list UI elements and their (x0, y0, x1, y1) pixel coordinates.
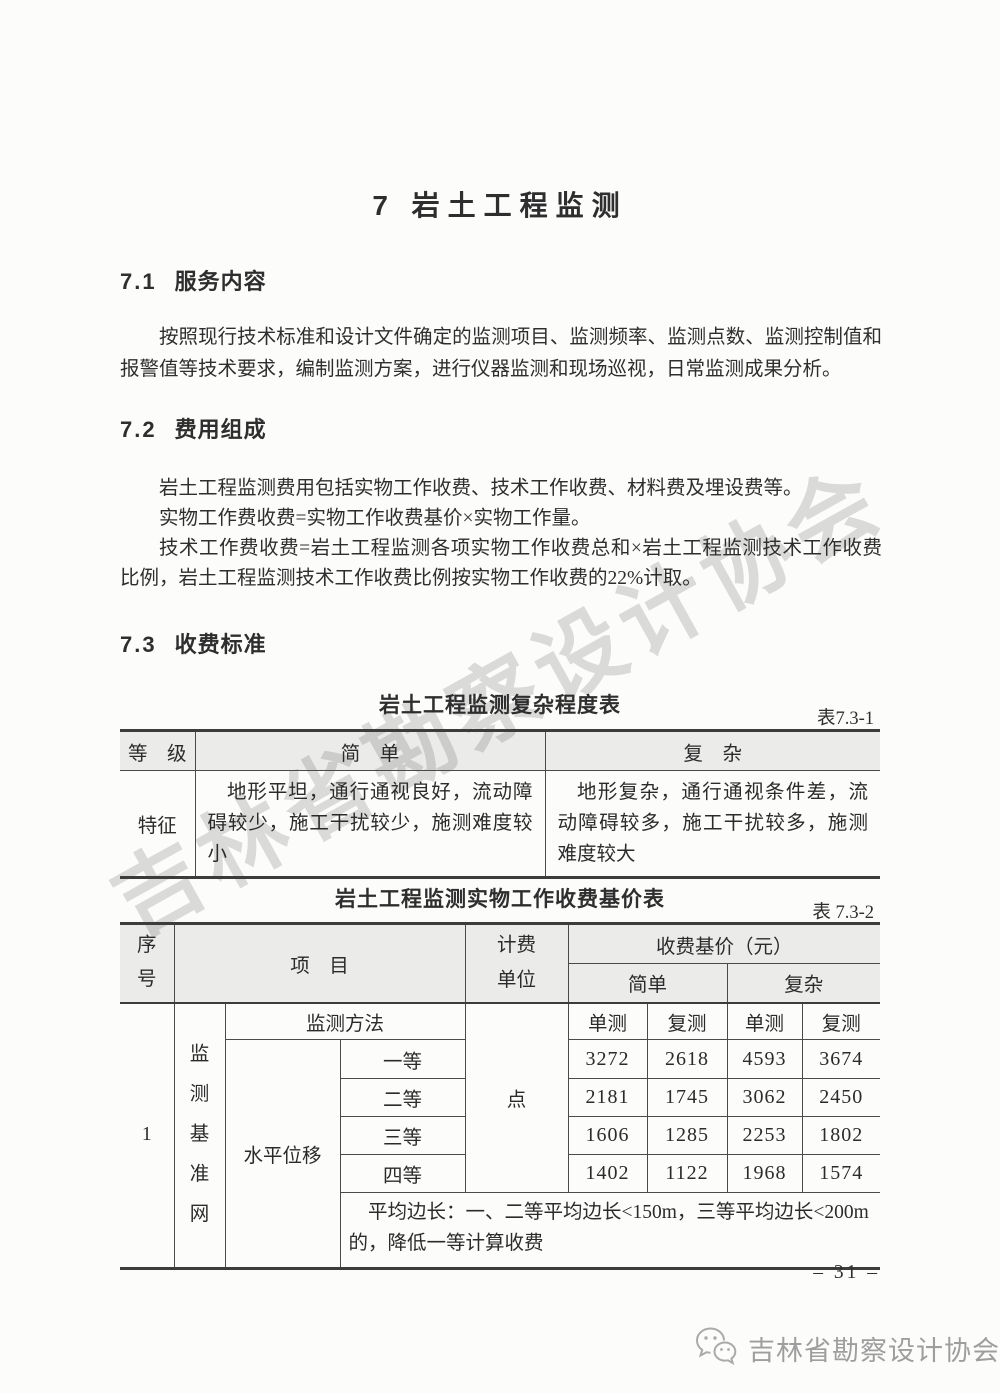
value-cell: 1122 (646, 1154, 728, 1193)
value-cell: 3674 (801, 1039, 881, 1079)
grade-cell: 一等 (339, 1039, 466, 1079)
value-cell: 2181 (567, 1078, 648, 1117)
table-7-3-1-label: 表7.3-1 (816, 709, 874, 729)
value-cell: 1285 (646, 1116, 728, 1155)
value-cell: 1968 (726, 1154, 803, 1193)
method-col-header: 单测 (726, 1002, 803, 1040)
section-number: 7.2 (120, 417, 157, 442)
simple-feature-text: 地形平坦，通行通视良好，流动障碍较少，施工干扰较少，施测难度较小 (207, 782, 533, 865)
section-title: 服务内容 (174, 269, 267, 294)
simple-feature-cell: 地形平坦，通行通视良好，流动障碍较少，施工干扰较少，施测难度较小 (194, 770, 546, 879)
complexity-table: 等 级 简 单 复 杂 特征 地形平坦，通行通视良好，流动障碍较少，施工干扰较少… (120, 729, 880, 879)
value-cell: 2450 (801, 1078, 881, 1117)
method-col-header: 单测 (567, 1002, 648, 1040)
grade-cell: 四等 (339, 1154, 466, 1193)
value-cell: 2253 (726, 1116, 803, 1155)
grade-cell: 二等 (339, 1078, 466, 1117)
complex-feature-cell: 地形复杂，通行通视条件差，流动障碍较多，施工干扰较多，施测难度较大 (544, 770, 880, 879)
simple-group-header-cell: 简单 (567, 963, 728, 1004)
value-cell: 3062 (726, 1078, 803, 1117)
unit-header-cell: 计费单位 (464, 922, 569, 1004)
section-heading-7-2: 7.2 费用组成 (120, 412, 267, 444)
note-cell: 平均边长：一、二等平均边长<150m，三等平均边长<200m的，降低一等计算收费 (339, 1192, 881, 1270)
paragraph: 技术工作费收费=岩土工程监测各项实物工作收费总和×岩土工程监测技术工作收费比例，… (120, 538, 882, 589)
base-price-table: 序号 项 目 计费单位 收费基价（元） 简单 复杂 1 监测基准网 监测方法 点… (120, 922, 881, 1270)
section-7-1-body: 按照现行技术标准和设计文件确定的监测项目、监测频率、监测点数、监测控制值和报警值… (120, 322, 882, 386)
seq-cell: 1 (120, 1002, 175, 1270)
footer-brand: 吉林省勘察设计协会 (694, 1326, 1000, 1371)
unit-header-text: 计费单位 (497, 935, 537, 992)
unit-cell: 点 (464, 1002, 569, 1193)
value-cell: 1402 (567, 1154, 648, 1193)
section-7-2-body: 岩土工程监测费用包括实物工作收费、技术工作收费、材料费及埋设费等。 实物工作费收… (120, 474, 882, 594)
note-text: 平均边长：一、二等平均边长<150m，三等平均边长<200m的，降低一等计算收费 (348, 1202, 869, 1254)
grade-cell: 三等 (339, 1116, 466, 1155)
value-cell: 1574 (801, 1154, 881, 1193)
paragraph: 按照现行技术标准和设计文件确定的监测项目、监测频率、监测点数、监测控制值和报警值… (120, 327, 882, 380)
simple-header-cell: 简 单 (194, 729, 546, 771)
paragraph: 岩土工程监测费用包括实物工作收费、技术工作收费、材料费及埋设费等。 (159, 478, 803, 499)
section-number: 7.3 (120, 632, 157, 657)
method-label-cell: 监测方法 (224, 1002, 466, 1040)
page-number: – 31 – (813, 1262, 880, 1283)
value-cell: 4593 (726, 1039, 803, 1079)
section-title: 收费标准 (174, 632, 267, 657)
category-cell: 监测基准网 (173, 1002, 226, 1270)
method-col-header: 复测 (801, 1002, 881, 1040)
footer-association-text: 吉林省勘察设计协会 (748, 1336, 1000, 1366)
section-heading-7-1: 7.1 服务内容 (120, 264, 267, 296)
feature-row-label: 特征 (120, 770, 196, 879)
table-7-3-2-title: 岩土工程监测实物工作收费基价表 (335, 888, 665, 911)
seq-header-text: 序号 (136, 935, 157, 991)
seq-header-cell: 序号 (120, 922, 175, 1004)
complex-header-cell: 复 杂 (544, 729, 880, 771)
wechat-logo-icon (694, 1326, 740, 1371)
value-cell: 2618 (646, 1039, 728, 1079)
grade-header-cell: 等 级 (120, 729, 196, 771)
table-7-3-2-label: 表 7.3-2 (812, 903, 874, 923)
value-cell: 1802 (801, 1116, 881, 1155)
price-group-header-cell: 收费基价（元） (567, 922, 881, 964)
item-cell: 水平位移 (224, 1039, 341, 1270)
method-col-header: 复测 (646, 1002, 728, 1040)
value-cell: 3272 (567, 1039, 648, 1079)
category-text: 监测基准网 (189, 1044, 210, 1226)
complex-feature-text: 地形复杂，通行通视条件差，流动障碍较多，施工干扰较多，施测难度较大 (557, 782, 869, 865)
table-7-3-1-title: 岩土工程监测复杂程度表 (379, 694, 621, 717)
complex-group-header-cell: 复杂 (726, 963, 881, 1004)
item-header-cell: 项 目 (173, 922, 466, 1004)
value-cell: 1745 (646, 1078, 728, 1117)
paragraph: 实物工作费收费=实物工作收费基价×实物工作量。 (159, 508, 591, 529)
section-number: 7.1 (120, 269, 157, 294)
value-cell: 1606 (567, 1116, 648, 1155)
section-heading-7-3: 7.3 收费标准 (120, 627, 267, 659)
chapter-title: 7 岩土工程监测 (372, 190, 628, 221)
section-title: 费用组成 (174, 417, 267, 442)
